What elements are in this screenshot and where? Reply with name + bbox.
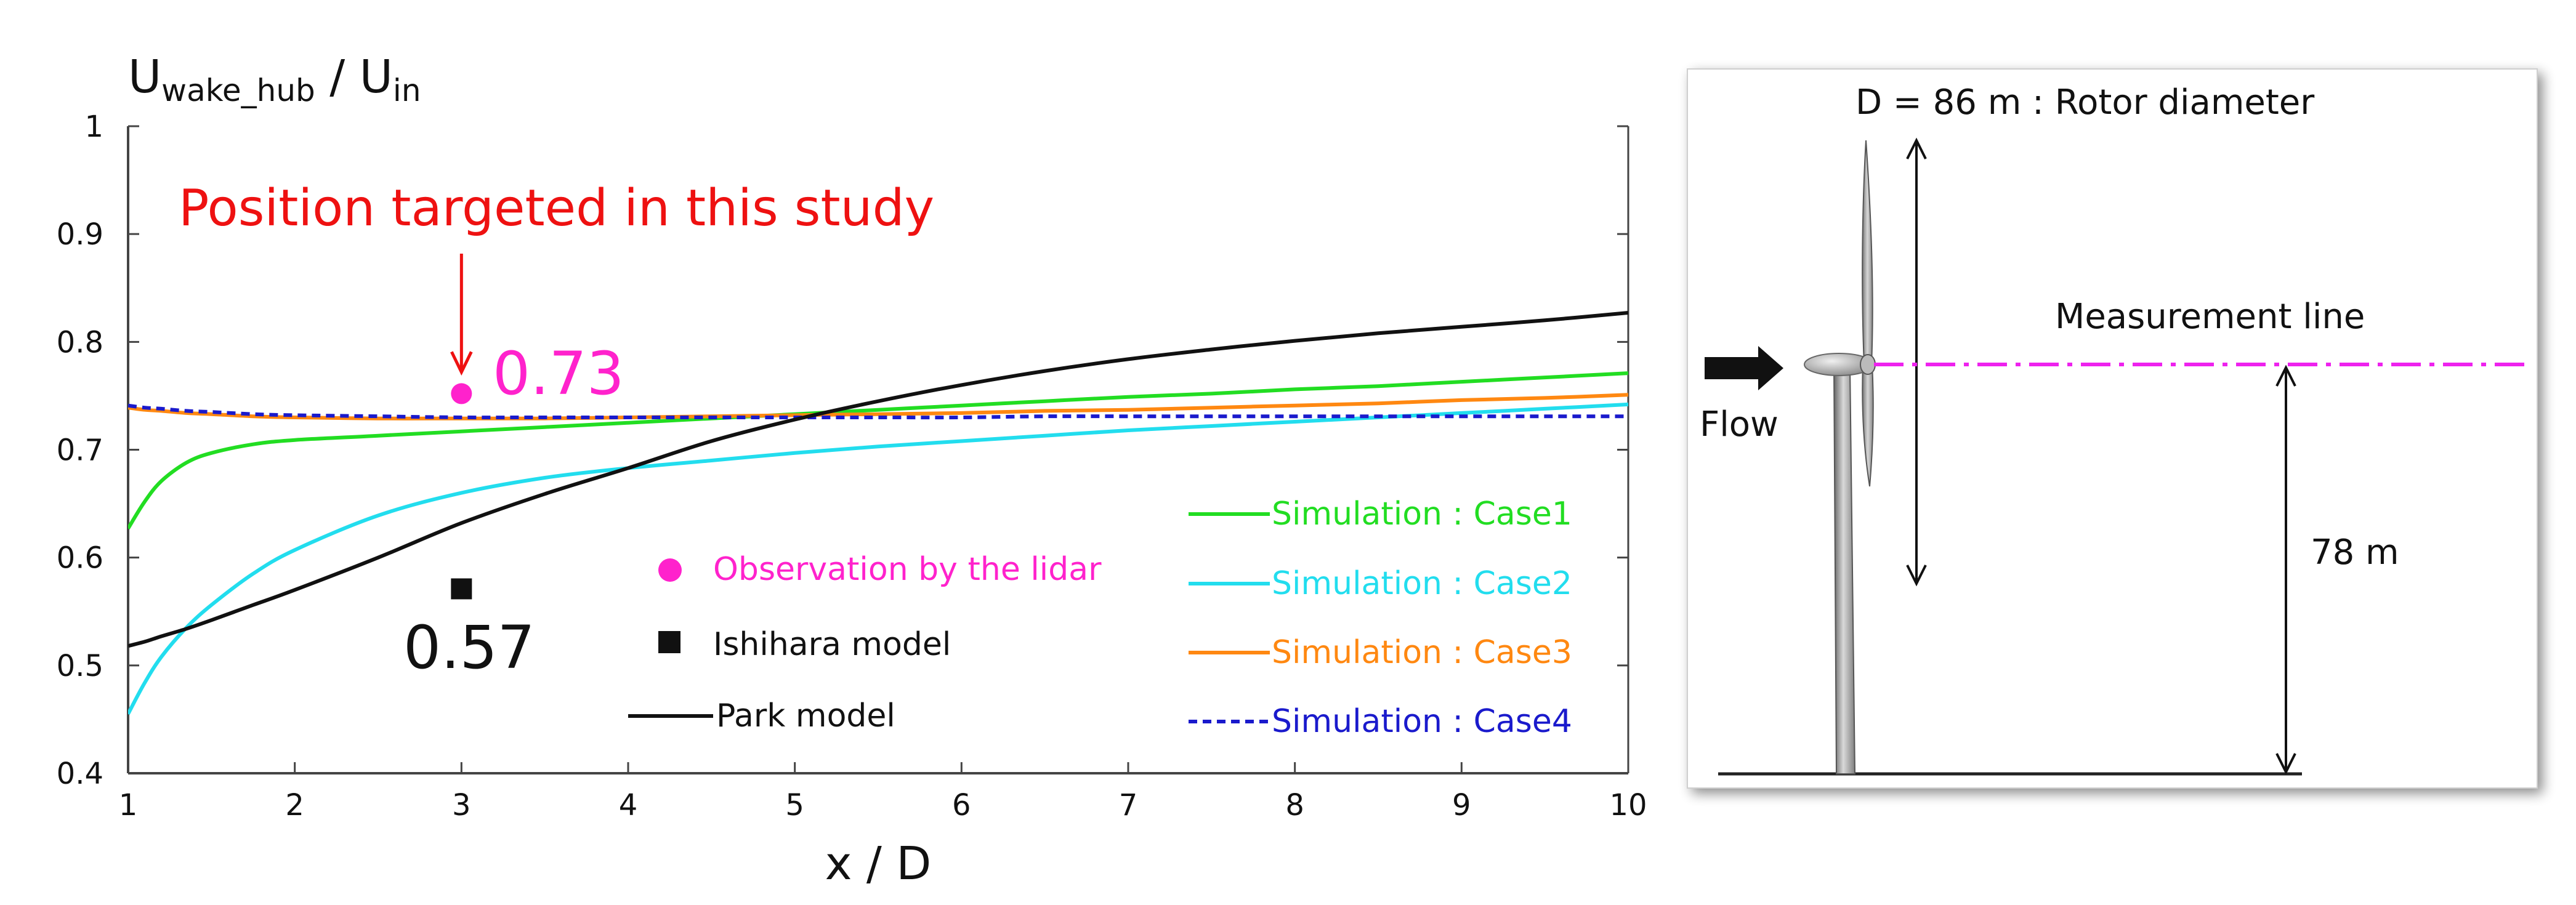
x-tick-label: 4 bbox=[619, 788, 638, 823]
series-line-park-model bbox=[128, 311, 1628, 648]
y-axis-title-sub: wake_hub bbox=[161, 73, 315, 108]
diagram-panel bbox=[1687, 68, 2538, 789]
y-axis-title-u2: U bbox=[360, 50, 393, 103]
ishihara-value-label: 0.57 bbox=[403, 613, 535, 682]
legend-label-case2: Simulation : Case2 bbox=[1272, 565, 1572, 602]
chart-points bbox=[451, 383, 472, 600]
series-lines bbox=[128, 311, 1628, 715]
hub-height-arrow-top bbox=[2275, 364, 2296, 387]
y-tick-label: 0.5 bbox=[57, 649, 103, 683]
legend-left: Observation by the lidar Ishihara model … bbox=[628, 551, 1102, 734]
hub-height-label: 78 m bbox=[2311, 533, 2399, 573]
legend-label-park: Park model bbox=[716, 698, 895, 734]
y-ticks: 0.4 0.5 0.6 0.7 0.8 0.9 1 bbox=[57, 110, 1628, 791]
y-axis-title-u: U bbox=[128, 50, 161, 103]
hub bbox=[1860, 354, 1876, 375]
blade-upper bbox=[1862, 140, 1873, 365]
flow-arrow-icon bbox=[1705, 346, 1783, 390]
chart: Uwake_hub / Uin 0.4 0.5 0.6 0.7 0.8 0.9 1 1 2 3 4… bbox=[57, 50, 1647, 890]
y-tick-label: 0.4 bbox=[57, 757, 103, 791]
y-tick-label: 0.9 bbox=[57, 217, 103, 252]
point-ishihara-model bbox=[451, 578, 472, 600]
x-tick-label: 9 bbox=[1452, 788, 1471, 823]
x-tick-label: 5 bbox=[785, 788, 804, 823]
y-tick-label: 0.6 bbox=[57, 541, 103, 576]
y-tick-label: 0.8 bbox=[57, 325, 103, 360]
point-lidar-observation bbox=[451, 383, 472, 404]
hub-height-arrow-bottom bbox=[2275, 753, 2296, 775]
rotor-diameter-label: D = 86 m : Rotor diameter bbox=[1855, 82, 2315, 123]
legend-right: Simulation : Case1 Simulation : Case2 Si… bbox=[1189, 496, 1572, 740]
turbine-diagram: D = 86 m : Rotor diameter Flow Measureme… bbox=[1687, 68, 2538, 789]
x-ticks: 1 2 3 4 5 6 7 8 9 10 bbox=[119, 762, 1647, 823]
y-tick-label: 0.7 bbox=[57, 433, 103, 468]
legend-label-case3: Simulation : Case3 bbox=[1272, 634, 1572, 671]
x-tick-label: 10 bbox=[1609, 788, 1647, 823]
lidar-value-label: 0.73 bbox=[493, 339, 624, 408]
annotation-arrow-head bbox=[450, 351, 473, 376]
flow-label: Flow bbox=[1700, 404, 1779, 444]
annotation-text: Position targeted in this study bbox=[179, 179, 934, 238]
y-tick-label: 1 bbox=[84, 110, 103, 144]
legend-label-case1: Simulation : Case1 bbox=[1272, 496, 1572, 533]
x-tick-label: 2 bbox=[285, 788, 304, 823]
legend-label-ishihara: Ishihara model bbox=[713, 626, 951, 663]
x-axis-title: x / D bbox=[825, 837, 932, 890]
x-tick-label: 6 bbox=[952, 788, 971, 823]
blade-lower bbox=[1862, 364, 1874, 487]
x-tick-label: 3 bbox=[452, 788, 471, 823]
legend-marker-lidar bbox=[658, 558, 682, 582]
rotor-diameter-arrow-top bbox=[1906, 137, 1927, 159]
series-line-simulation-case2 bbox=[128, 402, 1628, 715]
x-tick-label: 1 bbox=[119, 788, 138, 823]
y-axis-title-sub2: in bbox=[393, 73, 421, 108]
y-axis-title: Uwake_hub / Uin bbox=[128, 50, 421, 108]
x-tick-label: 7 bbox=[1119, 788, 1138, 823]
x-tick-label: 8 bbox=[1285, 788, 1304, 823]
legend-label-case4: Simulation : Case4 bbox=[1272, 703, 1572, 740]
legend-marker-ishihara bbox=[658, 631, 680, 653]
y-axis-title-sep: / bbox=[315, 50, 360, 103]
measurement-line-label: Measurement line bbox=[2055, 297, 2365, 337]
legend-label-lidar: Observation by the lidar bbox=[713, 551, 1102, 588]
series-line-simulation-case3 bbox=[128, 393, 1628, 420]
series-line-simulation-case4 bbox=[128, 403, 1628, 420]
rotor-diameter-arrow-bottom bbox=[1906, 565, 1927, 587]
